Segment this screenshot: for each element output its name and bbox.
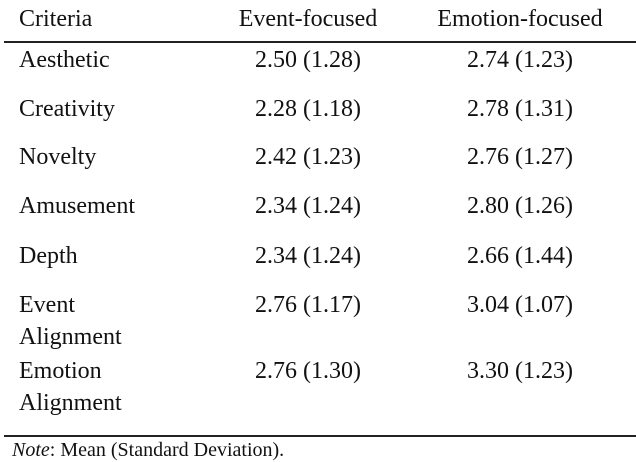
event-score: 2.42 (1.23) [255,144,361,170]
emotion-score: 2.76 (1.27) [467,144,573,170]
criterion: Amusement [19,193,135,219]
bottom-rule [4,435,636,437]
emotion-score: 2.78 (1.31) [467,96,573,122]
event-score: 2.76 (1.17) [255,292,361,318]
criterion: Depth [19,243,78,269]
emotion-score: 2.74 (1.23) [467,47,573,73]
event-score: 2.34 (1.24) [255,243,361,269]
table-note: Note: Mean (Standard Deviation). [12,438,284,462]
event-score: 2.50 (1.28) [255,47,361,73]
note-label: Note [12,439,50,461]
event-score: 2.76 (1.30) [255,358,361,384]
criterion: Creativity [19,96,115,122]
emotion-score: 3.04 (1.07) [467,292,573,318]
note-text: : Mean (Standard Deviation). [49,439,285,461]
criterion: Event Alignment [19,292,122,350]
header-rule [4,41,636,43]
header-cell: Emotion-focused [437,6,603,32]
criterion: Novelty [19,144,97,170]
emotion-score: 2.80 (1.26) [467,193,573,219]
event-score: 2.28 (1.18) [255,96,361,122]
event-score: 2.34 (1.24) [255,193,361,219]
emotion-score: 3.30 (1.23) [467,358,573,384]
criterion: Aesthetic [19,47,110,73]
criterion: Emotion Alignment [19,358,122,416]
header-cell: Criteria [19,6,93,32]
emotion-score: 2.66 (1.44) [467,243,573,269]
header-cell: Event-focused [238,6,378,32]
